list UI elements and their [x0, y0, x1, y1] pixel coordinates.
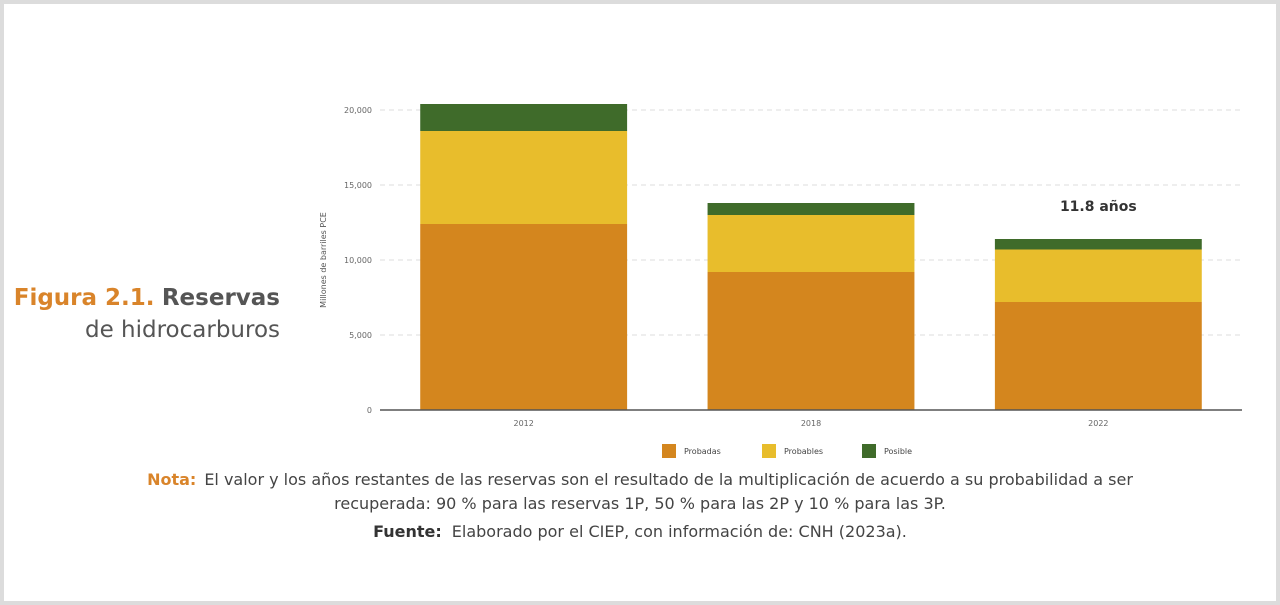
- bar-probadas-2022: [994, 302, 1202, 410]
- legend: Probadas Probables Posible: [662, 444, 912, 458]
- source-text: Elaborado por el CIEP, con información d…: [451, 522, 907, 541]
- bar-probables-2012: [420, 131, 628, 224]
- bar-probadas-2018: [707, 272, 915, 410]
- bar-probables-2018: [707, 215, 915, 272]
- legend-label: Posible: [884, 447, 912, 456]
- x-tick-label: 2012: [513, 419, 533, 428]
- figure-label: Figura 2.1.: [13, 285, 155, 311]
- axes: 0 5,000 10,000 15,000 20,000 Millones de barr…: [319, 106, 1242, 428]
- legend-label: Probadas: [684, 447, 721, 456]
- y-tick-label: 10,000: [344, 256, 372, 265]
- figure-title: Figura 2.1. Reservas de hidrocarburos: [14, 282, 280, 346]
- bar-probadas-2012: [420, 224, 628, 410]
- legend-swatch-probadas: [662, 444, 676, 458]
- y-tick-label: 15,000: [344, 181, 372, 190]
- annotation: 11.8 años: [1060, 199, 1137, 215]
- bar-posible-2012: [420, 104, 628, 131]
- y-tick-label: 5,000: [349, 331, 372, 340]
- source-label: Fuente:: [373, 522, 442, 541]
- y-tick-label: 20,000: [344, 106, 372, 115]
- note-line1: El valor y los años restantes de las res…: [204, 470, 1133, 489]
- x-tick-label: 2022: [1088, 419, 1108, 428]
- legend-label: Probables: [784, 447, 823, 456]
- bar-posible-2022: [994, 239, 1202, 250]
- legend-swatch-probables: [762, 444, 776, 458]
- note-label: Nota:: [147, 470, 197, 489]
- bars: [420, 104, 1202, 410]
- source: Fuente: Elaborado por el CIEP, con inform…: [0, 522, 1280, 541]
- x-tick-label: 2018: [801, 419, 821, 428]
- bar-posible-2018: [707, 203, 915, 215]
- note: Nota: El valor y los años restantes de la…: [0, 468, 1280, 516]
- y-tick-label: 0: [367, 406, 372, 415]
- y-axis-title: Millones de barriles PCE: [319, 212, 328, 308]
- chart: 0 5,000 10,000 15,000 20,000 Millones de barr…: [319, 104, 1242, 458]
- legend-swatch-posible: [862, 444, 876, 458]
- figure-title-rest: de hidrocarburos: [84, 317, 280, 343]
- bar-probables-2022: [994, 249, 1202, 302]
- note-line2: recuperada: 90 % para las reservas 1P, 5…: [334, 494, 946, 513]
- figure-title-word: Reservas: [161, 285, 280, 311]
